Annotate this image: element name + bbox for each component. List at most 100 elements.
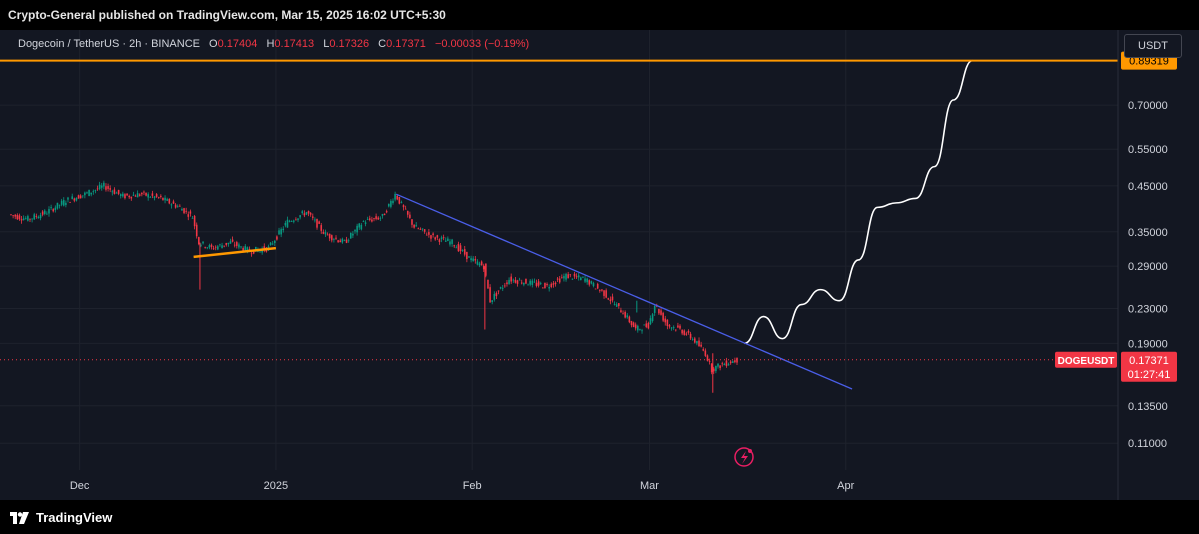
candle-body	[193, 215, 196, 227]
close-label: C	[378, 38, 387, 50]
candle-body	[314, 219, 316, 221]
candle-body	[565, 273, 567, 280]
candle-body	[330, 235, 333, 241]
candle-body	[717, 363, 719, 367]
candle-body	[189, 211, 192, 214]
candle-body	[320, 225, 323, 231]
candle-body	[333, 239, 335, 241]
candle-body	[54, 207, 57, 211]
candle-body	[512, 279, 515, 281]
candle-body	[495, 292, 498, 297]
candle-body	[221, 245, 223, 249]
last-price-label: 0.17371	[1129, 355, 1169, 367]
candle-body	[381, 214, 384, 216]
axis-layer: 0.70000 0.55000 0.45000 0.35000 0.29000 0.230…	[70, 30, 1168, 500]
candle-body	[217, 246, 219, 250]
candle-body	[413, 224, 415, 228]
candle-body	[628, 316, 631, 323]
candle-body	[250, 253, 253, 255]
candle-body	[421, 228, 424, 230]
candle-body	[499, 287, 502, 289]
candle-body	[668, 325, 671, 327]
support-line	[193, 246, 277, 259]
candle-body	[708, 360, 711, 362]
candle-body	[425, 234, 428, 236]
candle-body	[62, 200, 65, 206]
candle-body	[712, 368, 715, 372]
candle-body	[141, 192, 143, 195]
candle-body	[67, 197, 69, 200]
candle-body	[343, 240, 346, 241]
candle-body	[584, 278, 586, 282]
candle-body	[280, 229, 282, 235]
candle-body	[734, 360, 736, 363]
candle-body	[550, 283, 553, 288]
candle-body	[10, 214, 12, 216]
candle-body	[195, 224, 198, 237]
currency-button[interactable]: USDT	[1124, 34, 1182, 58]
candle-body	[459, 245, 462, 252]
candle-body	[24, 218, 27, 220]
down-trendline	[395, 193, 853, 390]
candle-body	[362, 221, 365, 222]
candle-body	[653, 306, 656, 313]
candle-body	[204, 247, 206, 248]
candle-body	[122, 193, 124, 197]
y-tick-label: 0.55000	[1128, 144, 1168, 156]
candle-body	[594, 288, 597, 290]
candle-body	[556, 278, 559, 280]
candle-body	[573, 273, 576, 277]
candle-body	[415, 225, 418, 227]
candle-body	[552, 283, 555, 285]
candle-body	[520, 282, 523, 284]
tradingview-logo[interactable]: TradingView	[10, 510, 112, 525]
candle-body	[611, 296, 614, 301]
candle-body	[719, 365, 721, 369]
candle-body	[168, 198, 171, 204]
candle-body	[561, 277, 563, 279]
candle-body	[402, 205, 405, 208]
candle-body	[639, 329, 641, 330]
candle-body	[134, 195, 137, 197]
candle-body	[658, 309, 660, 314]
candle-body	[309, 213, 312, 215]
tradingview-brand: TradingView	[36, 510, 113, 525]
candle-body	[79, 195, 82, 199]
candle-body	[27, 216, 29, 221]
candle-body	[544, 282, 546, 289]
candle-body	[311, 216, 314, 218]
candle-body	[385, 211, 388, 213]
candle-body	[693, 338, 696, 343]
candle-body	[394, 193, 396, 200]
candle-body	[50, 207, 52, 209]
candle-body	[288, 220, 291, 222]
candle-body	[506, 282, 508, 285]
candle-body	[212, 248, 215, 250]
candle-body	[360, 224, 363, 230]
candle-body	[324, 232, 327, 235]
candle-body	[491, 300, 493, 303]
y-tick-label: 0.11000	[1128, 438, 1167, 450]
lightning-icon[interactable]	[734, 447, 754, 467]
candle-body	[411, 219, 413, 225]
candle-body	[174, 204, 177, 208]
candle-body	[596, 283, 599, 289]
candle-body	[590, 281, 593, 284]
candle-body	[440, 237, 443, 240]
candle-body	[546, 283, 548, 286]
candle-body	[39, 214, 42, 219]
y-tick-label: 0.19000	[1128, 338, 1168, 350]
candle-body	[525, 278, 527, 284]
candle-body	[666, 319, 669, 326]
candle-body	[725, 360, 728, 367]
candle-body	[647, 323, 650, 329]
candle-body	[729, 361, 732, 364]
candle-body	[554, 282, 557, 285]
candle-body	[166, 199, 168, 201]
candle-body	[630, 321, 633, 326]
candle-body	[379, 217, 382, 219]
candle-body	[366, 219, 369, 220]
candle-body	[643, 324, 645, 326]
candle-body	[409, 214, 411, 219]
